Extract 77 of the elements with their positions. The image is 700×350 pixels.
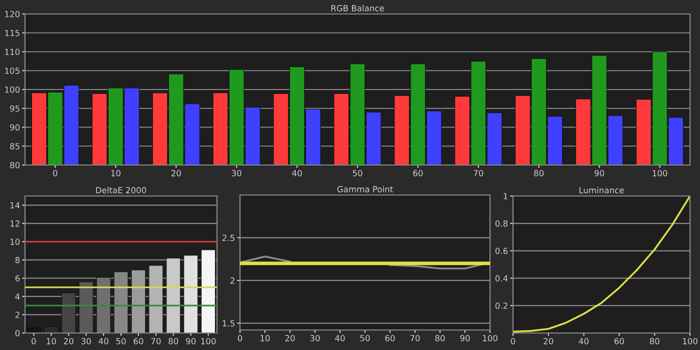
y-tick-label: 1.5 [222,320,234,326]
x-tick-label: 50 [116,338,126,344]
line-series [513,196,690,333]
y-tick-label: 10 [10,238,20,245]
bar [166,258,181,333]
x-tick-label: 100 [201,338,216,344]
y-tick-label: 0.4 [495,275,508,282]
x-tick-label: 80 [435,335,445,342]
y-tick-label: 90 [10,124,20,131]
x-tick-label: 70 [410,335,420,342]
x-tick-label: 90 [594,170,604,176]
bar [96,277,111,333]
y-tick-label: 2 [15,312,20,318]
x-tick-label: 100 [652,170,668,176]
y-tick-label: 100 [5,86,20,93]
chart-title: Gamma Point [337,186,393,192]
x-tick-label: 70 [151,338,161,344]
x-tick-label: 30 [81,338,91,344]
y-tick-label: 0.8 [495,220,508,227]
x-tick-label: 10 [260,335,270,342]
y-tick-label: 14 [10,202,20,208]
y-tick-label: 95 [10,105,20,112]
x-tick-label: 100 [482,335,498,342]
x-tick-label: 0 [238,335,242,342]
x-tick-label: 0 [53,170,58,176]
x-tick-label: 40 [292,170,302,176]
y-tick-label: 6 [15,275,20,282]
x-tick-label: 60 [385,335,395,342]
x-tick-label: 30 [232,170,242,176]
x-tick-label: 70 [474,170,484,176]
bar [184,255,198,333]
x-tick-label: 60 [134,338,144,344]
x-tick-label: 20 [171,170,181,176]
x-tick-label: 40 [578,338,589,344]
bar [201,250,216,333]
y-tick-label: 8 [15,256,20,264]
y-tick-label: 4 [15,294,20,300]
x-tick-label: 80 [168,338,178,344]
y-tick-label: 120 [5,10,20,18]
x-tick-label: 20 [64,338,74,344]
y-tick-label: 0.6 [495,248,508,254]
x-tick-label: 10 [111,170,120,176]
bar [148,265,164,333]
y-tick-label: 2.5 [222,234,234,242]
x-tick-label: 80 [650,338,660,344]
x-tick-label: 50 [360,335,370,342]
y-tick-label: 105 [5,68,20,74]
x-tick-label: 100 [682,338,698,344]
x-tick-label: 0 [510,338,516,344]
bar [131,270,146,333]
x-tick-label: 10 [46,338,56,344]
y-tick-label: 1 [504,193,508,200]
x-tick-label: 60 [614,338,624,344]
x-tick-label: 80 [534,170,544,176]
bar [78,282,94,333]
x-tick-label: 0 [32,338,36,344]
bar [61,292,76,333]
chart-title: Luminance [580,186,624,194]
x-tick-label: 30 [310,335,320,342]
y-tick-label: 12 [10,220,20,227]
chart-title: RGB Balance [331,4,384,12]
chart-title: DeltaE 2000 [96,186,146,194]
y-tick-label: 0 [15,330,20,336]
x-tick-label: 40 [335,335,345,342]
y-tick-label: 2 [230,277,234,284]
y-tick-label: 80 [10,162,20,168]
y-tick-label: 110 [5,48,20,56]
x-tick-label: 50 [352,170,362,176]
x-tick-label: 20 [285,335,295,342]
y-tick-label: 85 [10,143,20,150]
x-tick-label: 90 [460,335,470,342]
x-tick-label: 20 [544,338,554,344]
x-tick-label: 90 [186,338,196,344]
y-tick-label: 0.2 [495,302,508,309]
y-tick-label: 115 [5,30,20,36]
x-tick-label: 40 [98,338,108,344]
x-tick-label: 60 [413,170,423,176]
